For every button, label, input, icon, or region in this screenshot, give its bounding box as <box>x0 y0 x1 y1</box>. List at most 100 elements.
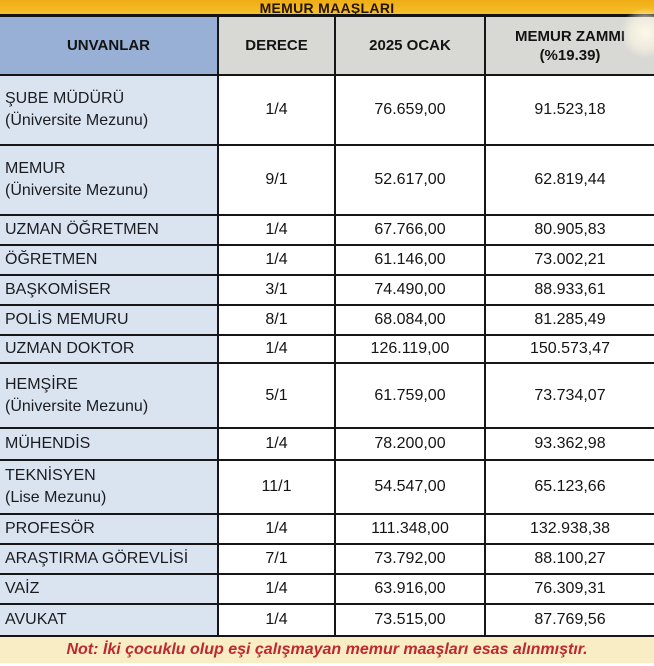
raise-cell: 73.002,21 <box>484 244 654 277</box>
job-title: AVUKAT <box>5 610 67 628</box>
job-title: ŞUBE MÜDÜRÜ <box>5 90 125 108</box>
salary-2025-cell: 52.617,00 <box>334 144 486 217</box>
degree-cell: 3/1 <box>217 274 336 307</box>
job-title-cell: MÜHENDİS <box>0 426 219 461</box>
raise-cell: 88.100,27 <box>484 542 654 575</box>
table-row: PROFESÖR 1/4 111.348,00 132.938,38 <box>0 512 654 545</box>
raise-cell: 132.938,38 <box>484 512 654 545</box>
degree-cell: 1/4 <box>217 334 336 365</box>
job-title-cell: UZMAN DOKTOR <box>0 334 219 365</box>
degree-cell: 1/4 <box>217 572 336 605</box>
table-row: ARAŞTIRMA GÖREVLİSİ 7/1 73.792,00 88.100… <box>0 542 654 575</box>
salary-2025-cell: 61.146,00 <box>334 244 486 277</box>
job-title-cell: ŞUBE MÜDÜRÜ (Üniversite Mezunu) <box>0 73 219 147</box>
table-row: UZMAN DOKTOR 1/4 126.119,00 150.573,47 <box>0 334 654 365</box>
job-title-cell: BAŞKOMİSER <box>0 274 219 307</box>
degree-cell: 11/1 <box>217 458 336 515</box>
salary-2025-cell: 63.916,00 <box>334 572 486 605</box>
page-title: MEMUR MAAŞLARI <box>0 0 654 17</box>
degree-cell: 8/1 <box>217 304 336 337</box>
table-row: HEMŞİRE (Üniversite Mezunu) 5/1 61.759,0… <box>0 362 654 429</box>
raise-cell: 87.769,56 <box>484 602 654 638</box>
degree-cell: 1/4 <box>217 73 336 147</box>
salary-2025-cell: 78.200,00 <box>334 426 486 461</box>
job-title: TEKNİSYEN <box>5 466 96 484</box>
table-header: UNVANLAR DERECE 2025 OCAK MEMUR ZAMMI (%… <box>0 17 654 76</box>
degree-cell: 9/1 <box>217 144 336 217</box>
column-header-unvanlar: UNVANLAR <box>0 17 219 76</box>
table-row: MÜHENDİS 1/4 78.200,00 93.362,98 <box>0 426 654 461</box>
job-subtitle: (Üniversite Mezunu) <box>5 112 149 130</box>
job-subtitle: (Üniversite Mezunu) <box>5 397 149 415</box>
raise-cell: 80.905,83 <box>484 214 654 247</box>
salary-table: UNVANLAR DERECE 2025 OCAK MEMUR ZAMMI (%… <box>0 17 654 638</box>
job-title-cell: MEMUR (Üniversite Mezunu) <box>0 144 219 217</box>
job-title: UZMAN ÖĞRETMEN <box>5 221 159 239</box>
salary-2025-cell: 54.547,00 <box>334 458 486 515</box>
job-subtitle: (Lise Mezunu) <box>5 488 107 506</box>
table-row: BAŞKOMİSER 3/1 74.490,00 88.933,61 <box>0 274 654 307</box>
job-title: ARAŞTIRMA GÖREVLİSİ <box>5 549 189 567</box>
table-row: AVUKAT 1/4 73.515,00 87.769,56 <box>0 602 654 638</box>
job-title-cell: ÖĞRETMEN <box>0 244 219 277</box>
degree-cell: 1/4 <box>217 244 336 277</box>
table-body: ŞUBE MÜDÜRÜ (Üniversite Mezunu) 1/4 76.6… <box>0 73 654 638</box>
raise-cell: 76.309,31 <box>484 572 654 605</box>
salary-2025-cell: 67.766,00 <box>334 214 486 247</box>
raise-cell: 93.362,98 <box>484 426 654 461</box>
column-header-2025-ocak: 2025 OCAK <box>334 17 486 76</box>
table-row: UZMAN ÖĞRETMEN 1/4 67.766,00 80.905,83 <box>0 214 654 247</box>
raise-cell: 73.734,07 <box>484 362 654 429</box>
table-row: TEKNİSYEN (Lise Mezunu) 11/1 54.547,00 6… <box>0 458 654 515</box>
raise-cell: 91.523,18 <box>484 73 654 147</box>
column-header-derece: DERECE <box>217 17 336 76</box>
job-title: MEMUR <box>5 160 66 178</box>
job-title-cell: TEKNİSYEN (Lise Mezunu) <box>0 458 219 515</box>
salary-2025-cell: 74.490,00 <box>334 274 486 307</box>
table-row: POLİS MEMURU 8/1 68.084,00 81.285,49 <box>0 304 654 337</box>
table-row: ŞUBE MÜDÜRÜ (Üniversite Mezunu) 1/4 76.6… <box>0 73 654 147</box>
job-title-cell: ARAŞTIRMA GÖREVLİSİ <box>0 542 219 575</box>
salary-2025-cell: 61.759,00 <box>334 362 486 429</box>
raise-cell: 150.573,47 <box>484 334 654 365</box>
job-subtitle: (Üniversite Mezunu) <box>5 182 149 200</box>
job-title-cell: VAİZ <box>0 572 219 605</box>
job-title-cell: HEMŞİRE (Üniversite Mezunu) <box>0 362 219 429</box>
degree-cell: 1/4 <box>217 214 336 247</box>
degree-cell: 1/4 <box>217 426 336 461</box>
job-title: UZMAN DOKTOR <box>5 340 135 358</box>
table-row: VAİZ 1/4 63.916,00 76.309,31 <box>0 572 654 605</box>
salary-2025-cell: 73.515,00 <box>334 602 486 638</box>
table-row: ÖĞRETMEN 1/4 61.146,00 73.002,21 <box>0 244 654 277</box>
degree-cell: 1/4 <box>217 602 336 638</box>
degree-cell: 7/1 <box>217 542 336 575</box>
job-title-cell: POLİS MEMURU <box>0 304 219 337</box>
salary-2025-cell: 68.084,00 <box>334 304 486 337</box>
degree-cell: 1/4 <box>217 512 336 545</box>
raise-cell: 81.285,49 <box>484 304 654 337</box>
job-title: VAİZ <box>5 579 40 597</box>
job-title: POLİS MEMURU <box>5 311 129 329</box>
column-header-memur-zammi: MEMUR ZAMMI (%19.39) <box>484 17 654 76</box>
salary-2025-cell: 76.659,00 <box>334 73 486 147</box>
header-row: UNVANLAR DERECE 2025 OCAK MEMUR ZAMMI (%… <box>0 17 654 76</box>
footnote: Not: İki çocuklu olup eşi çalışmayan mem… <box>0 637 654 663</box>
job-title: PROFESÖR <box>5 519 95 537</box>
salary-2025-cell: 126.119,00 <box>334 334 486 365</box>
table-row: MEMUR (Üniversite Mezunu) 9/1 52.617,00 … <box>0 144 654 217</box>
job-title: HEMŞİRE <box>5 375 78 393</box>
degree-cell: 5/1 <box>217 362 336 429</box>
memur-zammi-label: MEMUR ZAMMI <box>515 27 625 45</box>
job-title-cell: AVUKAT <box>0 602 219 638</box>
job-title: MÜHENDİS <box>5 434 91 452</box>
job-title: ÖĞRETMEN <box>5 251 98 269</box>
raise-cell: 88.933,61 <box>484 274 654 307</box>
job-title-cell: UZMAN ÖĞRETMEN <box>0 214 219 247</box>
job-title: BAŞKOMİSER <box>5 281 111 299</box>
salary-2025-cell: 111.348,00 <box>334 512 486 545</box>
raise-cell: 65.123,66 <box>484 458 654 515</box>
memur-zammi-rate: (%19.39) <box>539 46 601 64</box>
job-title-cell: PROFESÖR <box>0 512 219 545</box>
raise-cell: 62.819,44 <box>484 144 654 217</box>
